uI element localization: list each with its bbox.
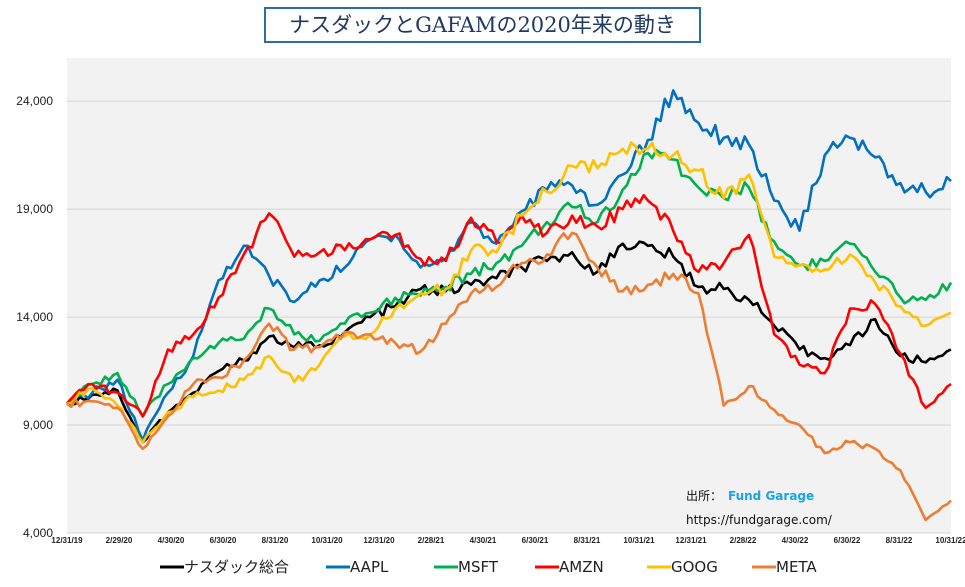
x-tick-label: 6/30/22 — [834, 536, 861, 545]
y-tick-label: 19,000 — [16, 202, 53, 216]
legend-label: GOOG — [671, 558, 718, 576]
chart-title: ナスダックとGAFAMの2020年来の動き — [264, 7, 701, 43]
x-tick-label: 2/29/20 — [106, 536, 133, 545]
x-tick-label: 2/28/22 — [730, 536, 757, 545]
x-tick-label: 6/30/21 — [522, 536, 549, 545]
series-line-AMZN — [66, 194, 952, 418]
series-line-META — [66, 231, 952, 522]
legend-label: MSFT — [458, 558, 499, 576]
y-tick-label: 24,000 — [16, 94, 53, 108]
x-tick-label: 10/31/21 — [623, 536, 655, 545]
x-tick-label: 8/31/22 — [886, 536, 913, 545]
legend-label: META — [776, 558, 817, 576]
series-line-GOOG — [66, 141, 952, 444]
x-tick-label: 4/30/20 — [158, 536, 185, 545]
x-tick-label: 8/31/21 — [574, 536, 601, 545]
legend-label: AMZN — [559, 558, 604, 576]
source-note: 出所： Fund Garage https://fundgarage.com/ — [686, 489, 833, 527]
y-tick-label: 14,000 — [16, 310, 53, 324]
x-tick-label: 10/31/22 — [935, 536, 965, 545]
x-tick-label: 6/30/20 — [210, 536, 237, 545]
source-name: Fund Garage — [728, 489, 814, 503]
x-tick-label: 4/30/22 — [782, 536, 809, 545]
y-tick-label: 9,000 — [23, 418, 53, 432]
series-line-ナスダック総合 — [66, 240, 952, 444]
x-tick-label: 4/30/21 — [470, 536, 497, 545]
x-tick-label: 12/31/19 — [51, 536, 83, 545]
legend: ナスダック総合 AAPL MSFT AMZN GOOG META — [160, 558, 817, 576]
x-tick-label: 12/31/20 — [363, 536, 395, 545]
x-tick-label: 12/31/21 — [675, 536, 707, 545]
source-label: 出所： — [686, 489, 722, 503]
y-tick-label: 4,000 — [23, 526, 53, 540]
legend-label: ナスダック総合 — [184, 558, 289, 576]
x-tick-label: 10/31/20 — [311, 536, 343, 545]
source-url: https://fundgarage.com/ — [686, 513, 833, 527]
x-tick-label: 8/31/20 — [262, 536, 289, 545]
plot-area — [67, 58, 951, 533]
legend-label: AAPL — [350, 558, 389, 576]
x-tick-label: 2/28/21 — [418, 536, 445, 545]
